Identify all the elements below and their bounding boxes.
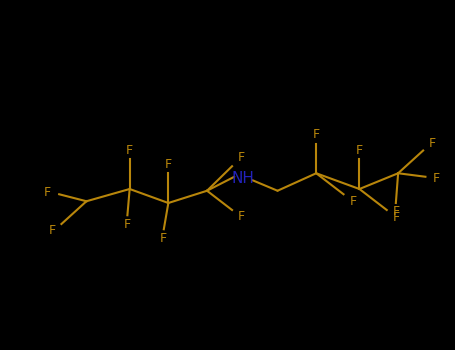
Text: F: F xyxy=(429,137,436,150)
Text: F: F xyxy=(126,144,133,157)
Text: F: F xyxy=(165,158,172,171)
Text: F: F xyxy=(350,195,357,209)
Text: F: F xyxy=(49,224,56,238)
Text: F: F xyxy=(393,211,400,224)
Text: F: F xyxy=(238,151,245,164)
Text: NH: NH xyxy=(232,171,255,186)
Text: F: F xyxy=(160,231,167,245)
Text: F: F xyxy=(44,186,51,199)
Text: F: F xyxy=(392,205,399,218)
Text: F: F xyxy=(313,128,320,141)
Text: F: F xyxy=(124,217,131,231)
Text: F: F xyxy=(238,210,245,224)
Text: F: F xyxy=(433,172,440,185)
Text: F: F xyxy=(356,144,363,157)
